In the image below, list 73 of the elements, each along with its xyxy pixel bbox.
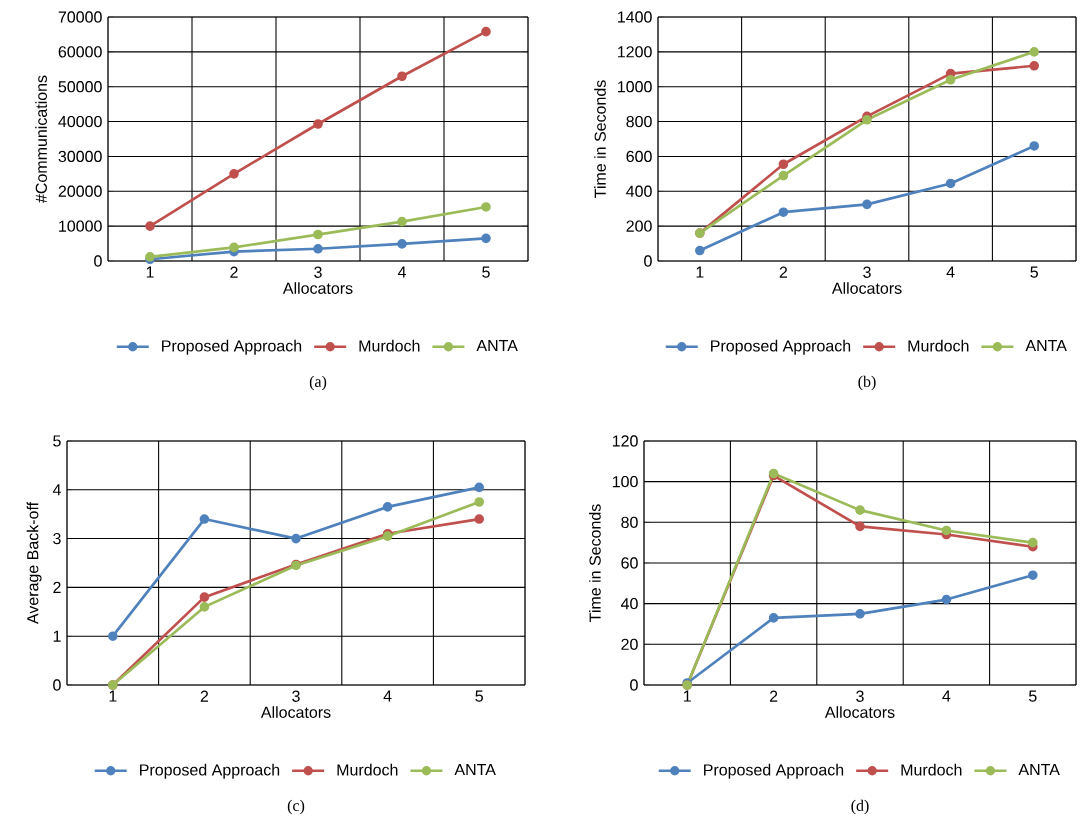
y-tick-label: 50000 (58, 81, 102, 93)
x-tick-label: 4 (383, 690, 392, 702)
x-tick-label: 3 (314, 266, 322, 278)
legend-label: ANTA (454, 764, 496, 776)
legend-label: Murdoch (908, 339, 969, 352)
x-tick-label: 2 (779, 266, 788, 278)
x-tick-label: 1 (683, 690, 691, 702)
x-axis-title: Allocators (824, 706, 895, 718)
x-tick-label: 1 (146, 266, 154, 278)
y-tick-label: 30000 (58, 150, 102, 163)
text: (b) (858, 375, 876, 391)
x-tick-label: 5 (475, 690, 483, 702)
x-tick-label: 4 (397, 266, 406, 278)
legend-label: Murdoch (359, 339, 420, 352)
text: (d) (851, 799, 869, 815)
legend-label: ANTA (476, 340, 518, 352)
x-tick-label: 4 (946, 266, 955, 278)
y-tick-label: 200 (626, 220, 652, 232)
y-tick-label: 1000 (618, 81, 652, 93)
x-tick-label: 3 (856, 690, 864, 702)
legend-label: ANTA (1018, 764, 1060, 776)
y-tick-label: 800 (626, 115, 652, 128)
x-axis-title: Allocators (831, 282, 902, 294)
x-tick-label: 4 (942, 690, 951, 702)
y-tick-label: 100 (612, 475, 638, 488)
text: (c) (287, 799, 305, 815)
x-tick-label: 5 (1029, 690, 1037, 702)
y-tick-label: 0 (630, 679, 638, 691)
y-tick-label: 20000 (58, 185, 102, 197)
y-axis-title: Time in Seconds (594, 80, 606, 198)
y-tick-label: 60000 (58, 46, 102, 58)
x-tick-label: 2 (230, 266, 238, 278)
y-tick-label: 20 (621, 638, 638, 650)
y-tick-label: 3 (53, 532, 61, 545)
y-tick-label: 60 (621, 557, 638, 569)
x-tick-label: 2 (769, 690, 778, 702)
y-tick-label: 600 (626, 150, 652, 163)
x-axis-title: Allocators (260, 706, 331, 718)
y-tick-label: 40 (620, 597, 638, 610)
y-tick-label: 400 (626, 185, 652, 197)
x-tick-label: 3 (863, 266, 871, 278)
x-axis-title: Allocators (282, 282, 353, 294)
y-tick-label: 5 (53, 435, 61, 447)
y-tick-label: 80 (621, 516, 638, 528)
legend-label: Murdoch (901, 763, 962, 776)
legend-label: ANTA (1025, 340, 1067, 352)
y-tick-label: 120 (612, 435, 638, 447)
text: (a) (309, 375, 327, 391)
y-axis-title: Time in Seconds (589, 504, 601, 622)
y-tick-label: 70000 (58, 11, 102, 23)
y-tick-label: 1400 (618, 11, 652, 23)
legend-label: Proposed Approach (704, 763, 844, 779)
x-tick-label: 5 (482, 266, 490, 278)
y-tick-label: 1200 (618, 46, 652, 58)
legend-label: Proposed Approach (140, 763, 280, 779)
legend-label: Proposed Approach (162, 339, 302, 355)
y-tick-label: 0 (94, 255, 102, 267)
y-axis-title: #Communications (35, 75, 47, 203)
x-tick-label: 1 (696, 266, 704, 278)
y-axis-title: Average Back-off (26, 501, 42, 625)
y-tick-label: 1 (53, 630, 61, 642)
x-tick-label: 2 (200, 690, 209, 702)
y-tick-label: 10000 (59, 220, 102, 232)
y-tick-label: 0 (644, 255, 652, 267)
x-tick-label: 5 (1030, 266, 1038, 278)
y-tick-label: 4 (52, 484, 61, 496)
legend-label: Murdoch (337, 763, 398, 776)
y-tick-label: 40000 (58, 115, 102, 128)
y-tick-label: 2 (53, 581, 61, 593)
x-tick-label: 3 (292, 690, 300, 702)
legend-label: Proposed Approach (711, 339, 851, 355)
x-tick-label: 1 (109, 690, 117, 702)
y-tick-label: 0 (53, 679, 61, 691)
